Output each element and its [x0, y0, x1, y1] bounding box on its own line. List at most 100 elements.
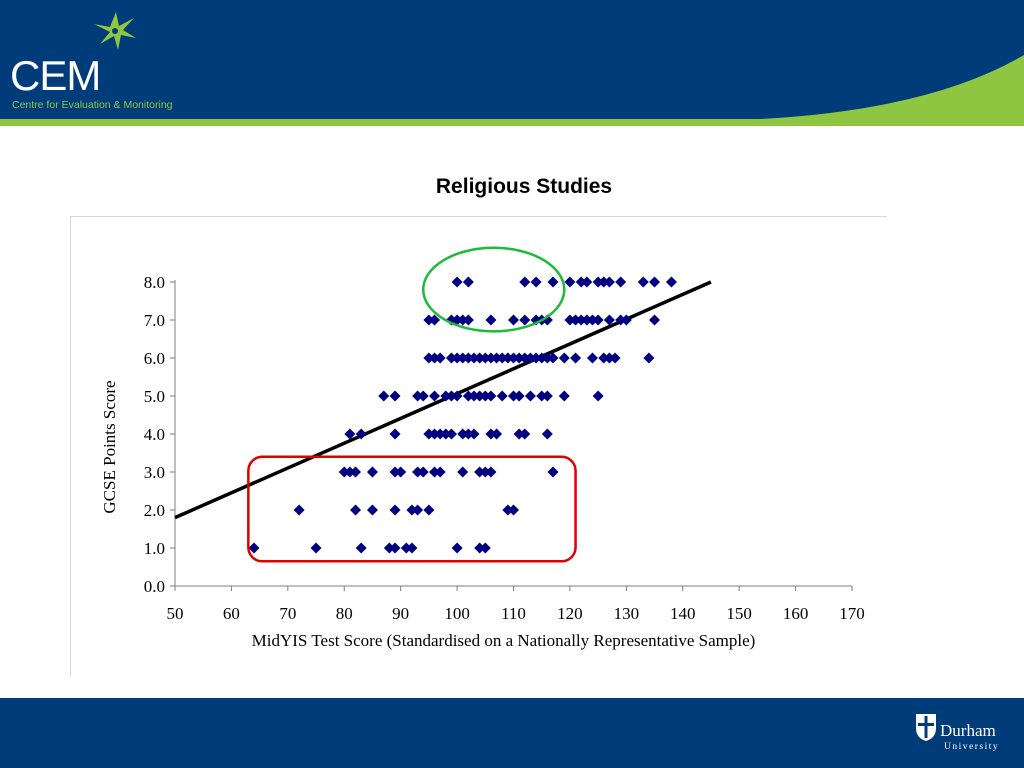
chart-title: Religious Studies — [435, 175, 613, 198]
data-point — [547, 352, 559, 364]
data-point — [474, 542, 486, 554]
data-point — [491, 428, 503, 440]
data-point — [451, 542, 463, 554]
data-point — [429, 428, 441, 440]
data-point — [474, 390, 486, 402]
highlight-ellipse — [421, 246, 566, 333]
data-point — [440, 428, 452, 440]
data-point — [412, 466, 424, 478]
header-banner — [0, 0, 1024, 126]
data-point — [378, 390, 390, 402]
data-point — [575, 314, 587, 326]
x-tick-label: 170 — [839, 604, 865, 623]
x-tick-label: 140 — [670, 604, 696, 623]
x-tick-label: 130 — [614, 604, 640, 623]
data-point — [536, 352, 548, 364]
data-point — [519, 428, 531, 440]
data-point — [383, 542, 395, 554]
data-point — [592, 390, 604, 402]
data-point — [637, 276, 649, 288]
data-point — [417, 466, 429, 478]
data-point — [541, 314, 553, 326]
data-point — [598, 276, 610, 288]
data-point — [389, 390, 401, 402]
data-point — [620, 314, 632, 326]
y-tick-label: 3.0 — [144, 463, 165, 482]
data-point — [423, 504, 435, 516]
x-tick-label: 160 — [783, 604, 809, 623]
data-point — [344, 428, 356, 440]
data-point — [417, 390, 429, 402]
x-tick-label: 60 — [223, 604, 240, 623]
data-point — [468, 352, 480, 364]
y-tick-label: 4.0 — [144, 425, 165, 444]
data-point — [485, 466, 497, 478]
data-point — [479, 352, 491, 364]
data-point — [248, 542, 260, 554]
footer-bar — [0, 698, 1024, 768]
data-point — [586, 314, 598, 326]
data-point — [491, 352, 503, 364]
data-point — [530, 352, 542, 364]
data-point — [524, 390, 536, 402]
data-point — [581, 276, 593, 288]
data-point — [310, 542, 322, 554]
data-point — [508, 504, 519, 516]
data-point — [462, 276, 474, 288]
data-point — [451, 390, 463, 402]
data-point — [400, 542, 412, 554]
data-point — [519, 352, 531, 364]
data-point — [474, 352, 486, 364]
data-point — [541, 352, 553, 364]
x-tick-label: 80 — [336, 604, 353, 623]
data-point — [440, 390, 452, 402]
y-tick-label: 0.0 — [144, 577, 165, 596]
university-subtitle: University — [944, 742, 1000, 752]
data-point — [457, 466, 469, 478]
data-point — [434, 352, 446, 364]
data-point — [462, 428, 474, 440]
x-tick-label: 150 — [726, 604, 752, 623]
data-point — [350, 504, 362, 516]
data-point — [462, 314, 474, 326]
data-point — [508, 390, 519, 402]
data-point — [406, 542, 418, 554]
header-background — [0, 0, 1024, 126]
data-point — [603, 314, 615, 326]
durham-crest-icon — [916, 714, 936, 741]
data-point — [451, 352, 463, 364]
data-point — [665, 276, 677, 288]
data-point — [508, 314, 519, 326]
data-point — [649, 314, 661, 326]
x-tick-label: 70 — [279, 604, 296, 623]
data-point — [508, 352, 519, 364]
data-point — [558, 390, 570, 402]
data-point — [609, 352, 621, 364]
y-axis-label: GCSE Points Score — [100, 380, 119, 513]
data-point — [615, 314, 627, 326]
university-name: Durham — [940, 721, 996, 740]
data-point — [581, 314, 593, 326]
data-point — [524, 352, 536, 364]
data-point — [445, 352, 457, 364]
data-point — [586, 352, 598, 364]
data-point — [429, 466, 441, 478]
highlight-rectangle — [247, 455, 577, 563]
data-point — [513, 352, 525, 364]
data-point — [485, 390, 497, 402]
y-tick-label: 2.0 — [144, 501, 165, 520]
data-point — [570, 314, 582, 326]
data-point — [541, 390, 553, 402]
data-point — [575, 276, 587, 288]
data-point — [564, 314, 576, 326]
data-point — [344, 466, 356, 478]
data-point — [355, 542, 367, 554]
data-point — [485, 314, 497, 326]
data-point — [462, 390, 474, 402]
data-point — [429, 390, 441, 402]
data-point — [541, 428, 553, 440]
data-point — [570, 352, 582, 364]
data-point — [423, 314, 435, 326]
data-point — [355, 428, 367, 440]
data-point — [547, 466, 559, 478]
